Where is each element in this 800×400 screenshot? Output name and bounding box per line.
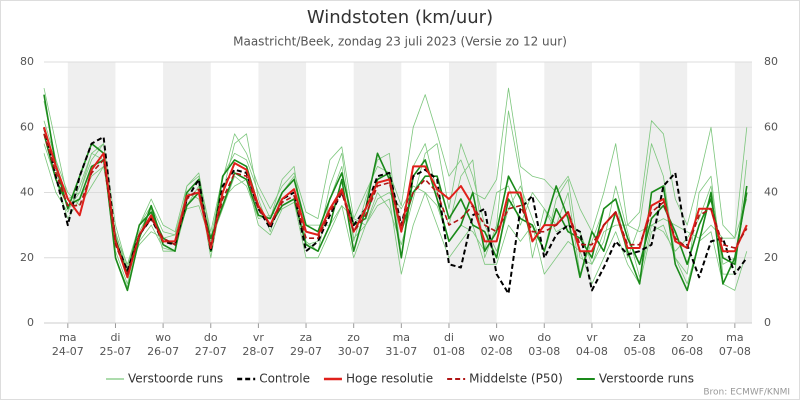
x-tick-date: 24-07 [52,345,84,358]
chart-subtitle: Maastricht/Beek, zondag 23 juli 2023 (Ve… [233,35,567,49]
x-tick-date: 03-08 [528,345,560,358]
x-tick-date: 31-07 [385,345,417,358]
x-tick-date: 04-08 [576,345,608,358]
y2-tick-label: 0 [764,316,771,329]
series-line [43,143,748,288]
x-tick-date: 06-08 [671,345,703,358]
x-tick-date: 29-07 [290,345,322,358]
x-tick-label: zo [681,331,694,344]
x-tick-date: 25-07 [99,345,131,358]
x-tick-label: za [300,331,313,344]
y-tick-label: 60 [20,120,34,133]
x-tick-date: 30-07 [338,345,370,358]
x-tick-date: 26-07 [147,345,179,358]
x-tick-label: di [110,331,120,344]
x-tick-label: ma [393,331,410,344]
legend-label: Controle [259,372,310,386]
legend: Verstoorde runs Controle Hoge resolutie Mid… [106,372,694,386]
series-line [43,87,748,268]
y2-tick-label: 40 [764,186,778,199]
x-tick-date: 01-08 [433,345,465,358]
x-tick-label: wo [489,331,505,344]
x-tick-label: za [633,331,646,344]
legend-label: Verstoorde runs [599,372,694,386]
x-tick-label: zo [347,331,360,344]
x-tick-label: vr [586,331,598,344]
x-tick-date: 05-08 [624,345,656,358]
x-tick-label: vr [253,331,265,344]
y2-tick-label: 80 [764,55,778,68]
y-tick-label: 0 [27,316,34,329]
x-tick-label: wo [155,331,171,344]
x-tick-label: ma [59,331,76,344]
x-tick-label: di [444,331,454,344]
series-line [43,127,748,295]
legend-label: Middelste (P50) [469,372,563,386]
y-tick-label: 40 [20,186,34,199]
x-tick-date: 27-07 [195,345,227,358]
y2-tick-label: 60 [764,120,778,133]
y2-tick-label: 20 [764,251,778,264]
y-tick-label: 20 [20,251,34,264]
legend-label: Verstoorde runs [128,372,223,386]
y-tick-label: 80 [20,55,34,68]
x-tick-date: 02-08 [481,345,513,358]
x-tick-label: do [537,331,551,344]
x-tick-date: 07-08 [719,345,751,358]
x-tick-label: ma [726,331,743,344]
chart-title: Windstoten (km/uur) [307,7,493,28]
source: Bron: ECMWF/KNMI [703,388,790,398]
x-tick-label: do [204,331,218,344]
series-line [43,127,748,279]
series-line [43,133,748,275]
x-tick-date: 28-07 [242,345,274,358]
legend-label: Hoge resolutie [346,372,433,386]
